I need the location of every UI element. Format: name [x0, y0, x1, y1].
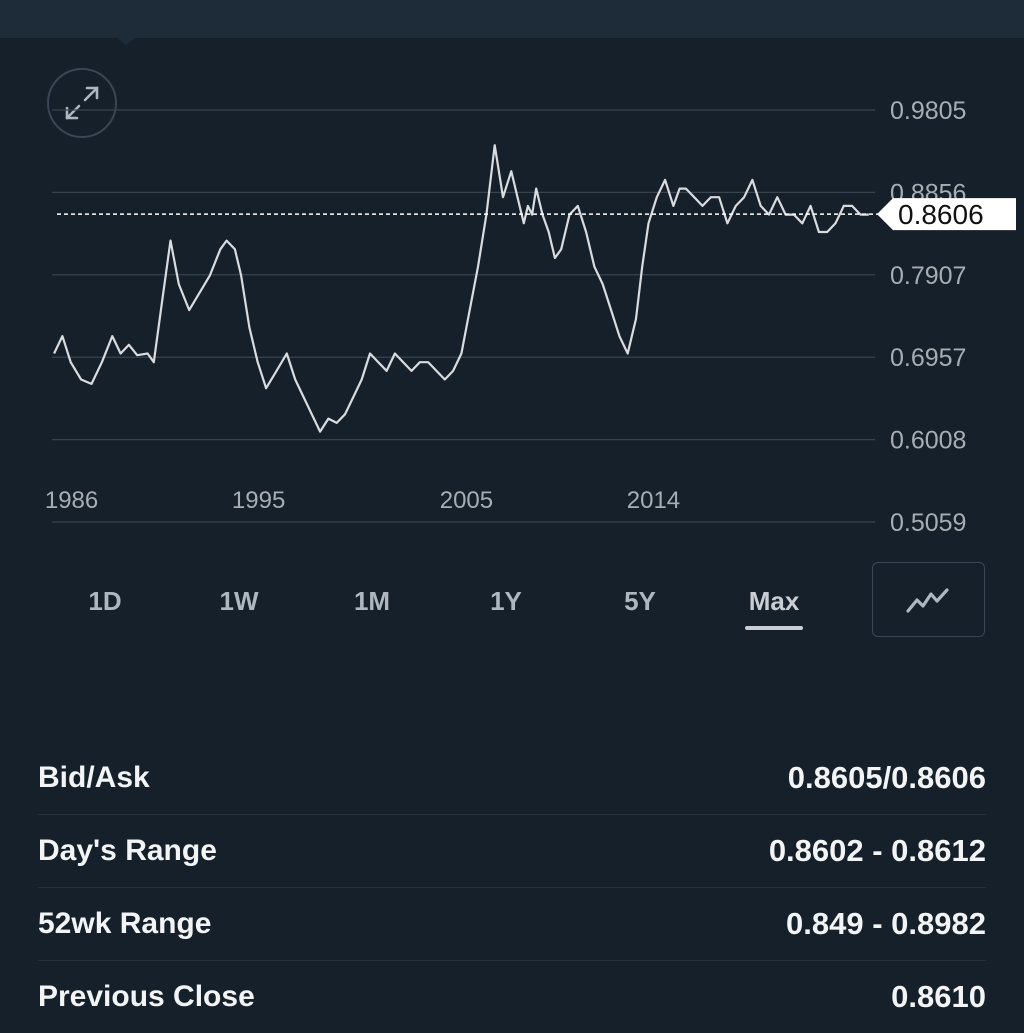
tooltip-notch — [116, 37, 136, 45]
stat-value: 0.8602 - 0.8612 — [768, 833, 986, 868]
x-tick-label: 2014 — [627, 487, 680, 514]
range-tab-5y[interactable]: 5Y — [600, 565, 680, 637]
range-tabs: 1D 1W 1M 1Y 5Y Max — [38, 565, 868, 637]
y-tick-label: 0.9805 — [890, 97, 966, 125]
active-tab-underline — [745, 626, 803, 630]
range-tab-max[interactable]: Max — [734, 565, 814, 637]
x-tick-label: 1986 — [45, 487, 98, 514]
stats-table: Bid/Ask 0.8605/0.8606 Day's Range 0.8602… — [38, 742, 986, 1033]
stat-label: Previous Close — [38, 980, 255, 1013]
range-tab-1y[interactable]: 1Y — [466, 565, 546, 637]
stat-label: Day's Range — [38, 834, 217, 867]
range-tab-label: Max — [748, 586, 800, 616]
expand-arrows-icon — [65, 86, 99, 120]
range-tab-1d[interactable]: 1D — [65, 565, 145, 637]
line-chart-icon — [905, 587, 949, 613]
y-tick-label: 0.7907 — [890, 262, 966, 290]
range-tab-label: 1W — [219, 586, 259, 616]
x-tick-label: 1995 — [232, 487, 285, 514]
y-tick-label: 0.6957 — [890, 344, 966, 372]
current-price-badge — [877, 198, 1016, 231]
range-tab-label: 1M — [353, 586, 391, 616]
y-tick-label: 0.6008 — [890, 427, 966, 455]
chart-type-button[interactable] — [872, 562, 985, 637]
expand-chart-button[interactable] — [47, 68, 117, 138]
range-tab-label: 5Y — [624, 586, 656, 616]
y-tick-label: 0.5059 — [890, 509, 966, 537]
stat-value: 0.8610 — [891, 979, 986, 1014]
stat-row-days-range: Day's Range 0.8602 - 0.8612 — [38, 815, 986, 888]
range-tab-label: 1D — [88, 586, 122, 616]
top-bar — [0, 0, 1024, 38]
stat-row-previous-close: Previous Close 0.8610 — [38, 961, 986, 1033]
stat-value: 0.849 - 0.8982 — [786, 906, 986, 941]
current-price-label: 0.8606 — [898, 199, 984, 230]
x-tick-label: 2005 — [440, 487, 493, 514]
price-chart[interactable]: 0.98050.88560.79070.69570.60080.50591986… — [0, 80, 1024, 540]
price-line — [53, 144, 869, 433]
stat-row-bid-ask: Bid/Ask 0.8605/0.8606 — [38, 742, 986, 815]
stat-value: 0.8605/0.8606 — [787, 760, 986, 795]
stat-label: Bid/Ask — [38, 761, 150, 794]
stat-row-52wk-range: 52wk Range 0.849 - 0.8982 — [38, 888, 986, 961]
range-tab-1m[interactable]: 1M — [332, 565, 412, 637]
range-tab-label: 1Y — [490, 586, 522, 616]
range-tab-1w[interactable]: 1W — [199, 565, 279, 637]
stat-label: 52wk Range — [38, 907, 212, 940]
